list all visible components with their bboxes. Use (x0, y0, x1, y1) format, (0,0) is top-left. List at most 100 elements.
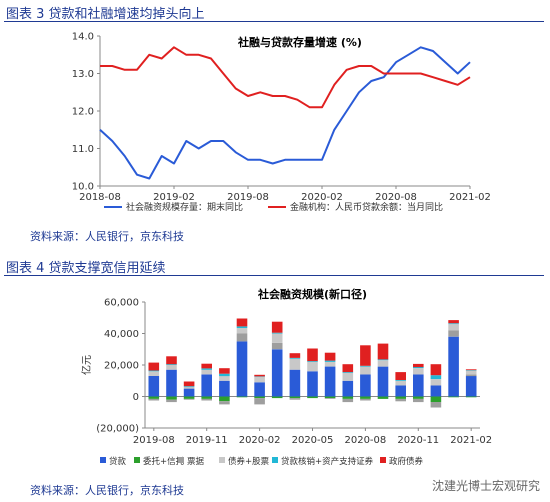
bar-segment (271, 321, 283, 333)
x-tick-label: 2019-11 (186, 435, 228, 446)
x-tick-label: 2020-02 (301, 192, 343, 203)
x-tick-label: 2020-02 (239, 435, 281, 446)
bar-segment (360, 396, 371, 399)
x-tick-label: 2020-05 (292, 435, 334, 446)
bar-segment (360, 366, 371, 375)
bar-segment (166, 369, 177, 397)
bar-segment (254, 374, 265, 377)
bar-segment (324, 366, 336, 397)
bar-segment (219, 396, 230, 402)
legend-swatch (380, 457, 386, 463)
bar-segment (236, 328, 248, 334)
stacked-bar-chart: 社会融资规模(新口径) 亿元 (20,000) 0 20,000 40,000 60,000… (80, 287, 492, 467)
bar-segment (289, 396, 301, 399)
bar-segment (148, 396, 160, 399)
bar-segment (289, 369, 301, 397)
bar-segment (219, 380, 230, 397)
bar-segment (201, 369, 212, 375)
bar-segment (395, 380, 406, 386)
bar-segment (236, 396, 248, 398)
figure2-title-rule (4, 275, 544, 276)
bar-segment (254, 382, 265, 397)
bar-segment (377, 359, 389, 361)
bar-segment (413, 398, 424, 403)
bar-segment (201, 363, 212, 369)
bar-segment (448, 396, 459, 398)
bar-segment (254, 376, 265, 383)
bar-segment (395, 398, 406, 402)
bar-segment (342, 380, 354, 397)
bar-segment (183, 381, 195, 387)
x-tick-label: 2019-08 (133, 435, 175, 446)
bar-segment (413, 368, 424, 375)
legend-label: 贷款核销+资产支持证券 (281, 456, 374, 467)
bar-segment (395, 385, 406, 397)
bar-segment (219, 401, 230, 405)
bar-segment (166, 396, 177, 400)
bar-segment (430, 375, 442, 380)
bar-segment (236, 326, 248, 328)
legend-swatch (219, 457, 225, 463)
bar-segment (377, 366, 389, 397)
legend-label: 贷款 (109, 456, 127, 467)
bar-segment (377, 343, 389, 360)
bar-segment (166, 399, 177, 403)
bar-segment (342, 372, 354, 381)
bar-segment (166, 365, 177, 370)
bar-segment (236, 318, 248, 327)
series-line-1 (100, 46, 471, 109)
chart1-title: 社融与贷款存量增速 (%) (237, 35, 362, 49)
bar-segment (307, 396, 318, 399)
bar-segment (360, 374, 371, 397)
bar-segment (236, 341, 248, 397)
legend-swatch (100, 457, 106, 463)
bar-segment (219, 373, 230, 377)
x-tick-label: 2019-02 (153, 192, 195, 203)
bar-segment (465, 376, 477, 397)
bar-segment (183, 388, 195, 397)
legend-label: 政府债券 (389, 456, 424, 467)
bar-segment (448, 324, 459, 331)
legend-swatch (178, 457, 184, 463)
bar-segment (360, 398, 371, 401)
y-tick-label: 11.0 (72, 144, 94, 155)
bar-segment (448, 320, 459, 324)
bar-segment (289, 358, 301, 370)
x-tick-label: 2021-02 (449, 192, 491, 203)
bar-segment (271, 333, 283, 343)
bar-segment (448, 330, 459, 337)
bar-segment (271, 342, 283, 350)
legend-label: 票据 (187, 456, 205, 467)
y-axis-label: 亿元 (80, 355, 93, 375)
bar-segment (219, 368, 230, 374)
bar-segment (413, 367, 424, 369)
series-line-0 (99, 46, 471, 180)
x-tick-label: 2020-08 (375, 192, 417, 203)
bar-segment (430, 402, 442, 408)
line-chart: 社融与贷款存量增速 (%) 10.0 11.0 12.0 13.0 14.0 2018-08… (72, 32, 491, 214)
bar-segment (201, 398, 212, 401)
bar-segment (360, 365, 371, 367)
y-tick-label: 10.0 (72, 182, 94, 193)
bar-segment (307, 371, 318, 397)
bar-segment (201, 374, 212, 397)
bar-segment (413, 363, 424, 368)
bar-segment (465, 369, 477, 371)
bar-segment (342, 372, 354, 373)
y-tick-label: 13.0 (72, 69, 94, 80)
bar-segment (289, 357, 301, 359)
bar-segment (342, 364, 354, 373)
bar-segment (307, 348, 318, 362)
legend-label: 社会融资规模存量：期末同比 (126, 201, 243, 213)
x-tick-label: 2020-08 (344, 435, 386, 446)
y-tick-label: 14.0 (72, 32, 94, 43)
bar-segment (254, 376, 265, 377)
y-tick-label: (20,000) (96, 424, 139, 435)
bar-segment (201, 368, 212, 370)
bar-segment (430, 385, 442, 397)
bar-segment (183, 396, 195, 399)
bar-segment (324, 360, 336, 362)
figure1-source: 资料来源：人民银行，京东科技 (30, 230, 184, 243)
bar-segment (448, 323, 459, 325)
bar-segment (148, 362, 160, 371)
